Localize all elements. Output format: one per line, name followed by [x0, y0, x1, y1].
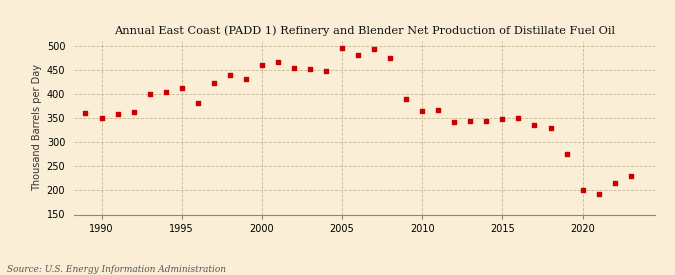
Point	[256, 63, 267, 68]
Point	[481, 119, 492, 123]
Point	[224, 73, 235, 77]
Point	[610, 181, 620, 185]
Point	[529, 123, 540, 128]
Point	[545, 126, 556, 130]
Point	[513, 116, 524, 120]
Point	[321, 69, 331, 73]
Title: Annual East Coast (PADD 1) Refinery and Blender Net Production of Distillate Fue: Annual East Coast (PADD 1) Refinery and …	[114, 26, 615, 36]
Point	[417, 109, 428, 113]
Point	[128, 110, 139, 114]
Point	[401, 97, 412, 101]
Point	[80, 111, 91, 116]
Point	[593, 192, 604, 196]
Point	[625, 174, 636, 178]
Point	[240, 76, 251, 81]
Point	[112, 112, 123, 117]
Point	[176, 86, 187, 90]
Point	[160, 90, 171, 94]
Point	[369, 47, 379, 51]
Point	[385, 56, 396, 60]
Text: Source: U.S. Energy Information Administration: Source: U.S. Energy Information Administ…	[7, 265, 225, 274]
Point	[304, 67, 315, 71]
Point	[465, 119, 476, 123]
Point	[209, 80, 219, 85]
Point	[352, 53, 363, 57]
Point	[273, 60, 284, 65]
Point	[433, 108, 443, 112]
Point	[449, 119, 460, 124]
Point	[192, 101, 203, 105]
Point	[144, 92, 155, 97]
Point	[497, 117, 508, 122]
Point	[337, 46, 348, 51]
Y-axis label: Thousand Barrels per Day: Thousand Barrels per Day	[32, 64, 43, 191]
Point	[577, 188, 588, 192]
Point	[288, 65, 299, 70]
Point	[561, 152, 572, 156]
Point	[96, 116, 107, 120]
